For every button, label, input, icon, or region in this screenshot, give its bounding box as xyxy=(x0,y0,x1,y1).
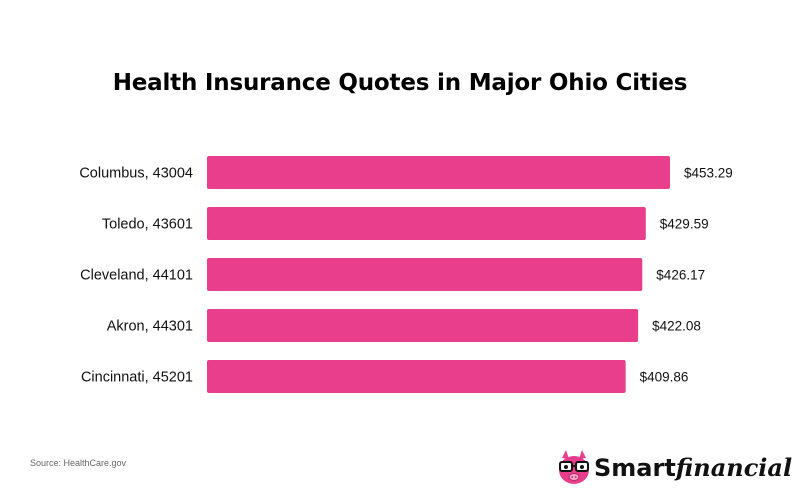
category-label: Toledo, 43601 xyxy=(102,217,193,233)
source-note: Source: HealthCare.gov xyxy=(30,458,127,468)
category-label: Cleveland, 44101 xyxy=(80,268,193,284)
bar-value-label: $426.17 xyxy=(656,268,705,283)
chart-title: Health Insurance Quotes in Major Ohio Ci… xyxy=(112,70,688,96)
pig-with-glasses-icon xyxy=(559,450,589,484)
bar-value-label: $429.59 xyxy=(660,217,709,232)
category-label: Columbus, 43004 xyxy=(79,166,193,182)
brand-name-financial: financial xyxy=(675,453,793,482)
category-label: Cincinnati, 45201 xyxy=(81,370,193,386)
brand-logo: Smartfinancial xyxy=(556,448,792,488)
bar-value-label: $453.29 xyxy=(684,166,733,181)
bar-value-label: $409.86 xyxy=(640,370,689,385)
brand-name-smart: Smart xyxy=(594,454,676,482)
bar xyxy=(207,258,643,291)
brand-wordmark: Smartfinancial xyxy=(594,453,792,483)
bar-value-label: $422.08 xyxy=(652,319,701,334)
bar-chart: Columbus, 43004 $453.29 Toledo, 43601 $429.… xyxy=(79,156,733,393)
bar xyxy=(207,360,626,393)
bar xyxy=(207,207,646,240)
bar xyxy=(207,309,639,342)
category-label: Akron, 44301 xyxy=(107,319,193,335)
bar xyxy=(207,156,670,189)
